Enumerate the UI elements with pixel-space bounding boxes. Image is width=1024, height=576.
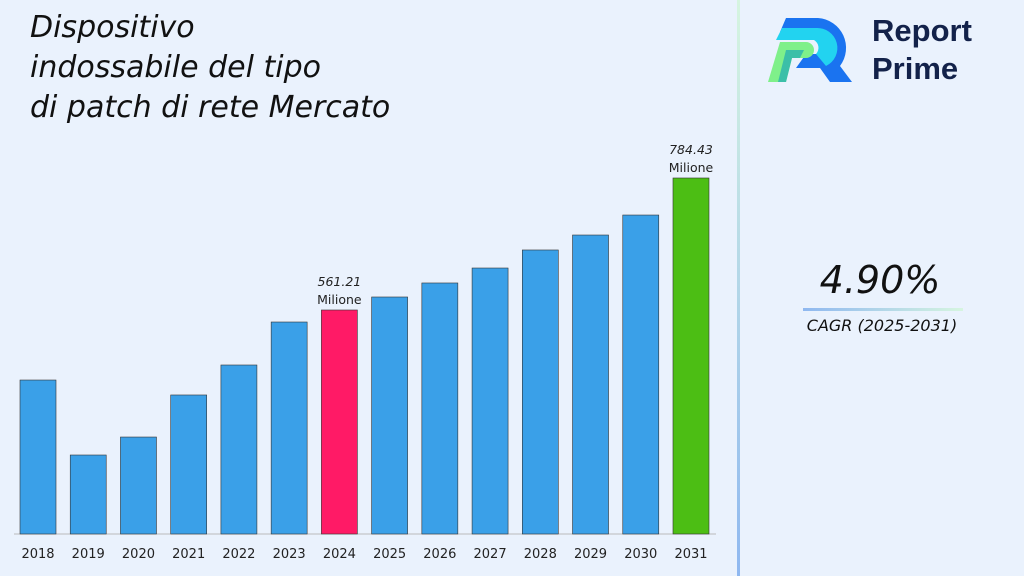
bar-2020 xyxy=(120,436,157,535)
data-label-2024: Milione xyxy=(317,292,362,307)
chart-title: Dispositivo indossabile del tipo di patc… xyxy=(30,10,391,125)
bar-chart: 2018 2019 2020 2021 2022 2023 2024 561.21 Milion… xyxy=(14,142,716,562)
brand-line1: Report xyxy=(872,13,972,48)
x-tick-label: 2025 xyxy=(373,547,406,562)
x-tick-label: 2024 xyxy=(323,547,356,562)
bar-2021 xyxy=(170,394,207,535)
bar-2024 xyxy=(321,309,358,535)
x-tick-label: 2031 xyxy=(674,547,707,562)
bar-2031 xyxy=(672,177,710,535)
x-tick-label: 2021 xyxy=(172,547,205,562)
bar-2028 xyxy=(521,249,559,535)
x-tick-label: 2019 xyxy=(72,547,105,562)
divider xyxy=(737,0,740,576)
cagr-underline xyxy=(803,308,963,311)
cagr-value: 4.90% xyxy=(819,258,941,302)
x-tick-label: 2022 xyxy=(222,547,255,562)
bar-2025 xyxy=(371,296,408,535)
data-label-2031: Milione xyxy=(669,160,714,175)
report-prime-logo-icon xyxy=(768,18,852,82)
bar-2022 xyxy=(220,364,258,535)
bar-2027 xyxy=(471,267,509,535)
x-tick-label: 2030 xyxy=(624,547,657,562)
bar-2026 xyxy=(421,282,459,535)
x-tick-label: 2023 xyxy=(273,547,306,562)
x-tick-label: 2026 xyxy=(423,547,456,562)
cagr-label: CAGR (2025-2031) xyxy=(806,316,958,335)
brand-name: Report Prime xyxy=(872,12,972,88)
bar-2029 xyxy=(572,234,609,535)
bar-2030 xyxy=(622,214,660,535)
bar-2023 xyxy=(270,321,308,535)
data-label-2024: 561.21 xyxy=(318,274,362,289)
x-tick-label: 2027 xyxy=(474,547,507,562)
bar-2019 xyxy=(69,454,107,535)
x-tick-label: 2029 xyxy=(574,547,607,562)
data-label-2031: 784.43 xyxy=(669,142,713,157)
bar-2018 xyxy=(19,379,57,535)
x-tick-label: 2018 xyxy=(21,547,54,562)
brand-line2: Prime xyxy=(872,51,959,86)
x-tick-label: 2020 xyxy=(122,547,155,562)
x-tick-label: 2028 xyxy=(524,547,557,562)
